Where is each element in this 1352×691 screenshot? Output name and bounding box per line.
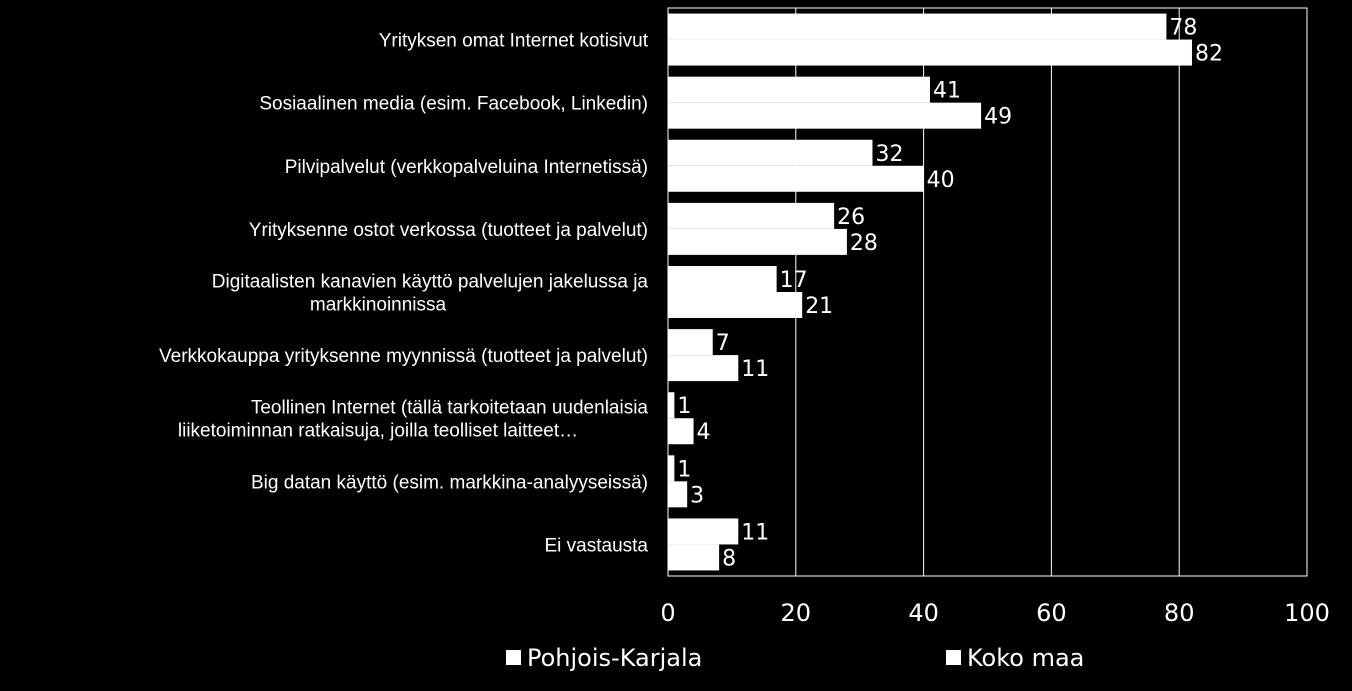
bar-value-label: 1 <box>677 457 691 482</box>
bar <box>668 13 1167 40</box>
legend-label-koko-maa: Koko maa <box>967 644 1084 672</box>
bar <box>668 418 694 445</box>
category-label: Pilvipalvelut (verkkopalveluina Internet… <box>285 157 648 178</box>
bar <box>668 329 713 356</box>
category-label: Ei vastausta <box>545 535 649 556</box>
category-label: Digitaalisten kanavien käyttö palvelujen… <box>212 272 649 293</box>
category-labels: Yrityksen omat Internet kotisivut Sosiaal… <box>159 31 649 557</box>
bar-value-label: 28 <box>850 231 878 256</box>
legend-label-pohjois-karjala: Pohjois-Karjala <box>527 644 702 672</box>
category-label: markkinoinnissa <box>310 295 447 316</box>
category-label: Verkkokauppa yrityksenne myynnissä (tuot… <box>159 346 648 367</box>
legend: Pohjois-Karjala Koko maa <box>506 644 1084 672</box>
category-label: Yrityksenne ostot verkossa (tuotteet ja … <box>249 220 648 241</box>
legend-marker-koko-maa <box>946 650 961 665</box>
bar-value-label: 4 <box>697 420 711 445</box>
bar <box>668 355 739 382</box>
bar <box>668 266 777 292</box>
bar <box>668 139 873 166</box>
bar <box>668 544 720 571</box>
category-label: Big datan käyttö (esim. markkina-analyys… <box>251 472 648 493</box>
bar-value-label: 17 <box>780 268 808 293</box>
x-tick-label: 0 <box>660 599 675 627</box>
legend-marker-pohjois-karjala <box>506 650 521 665</box>
bar-value-label: 78 <box>1169 16 1197 41</box>
bar-value-label: 26 <box>837 205 865 230</box>
bar-value-label: 41 <box>933 79 961 104</box>
bar-value-label: 21 <box>805 294 833 319</box>
bar-value-label: 7 <box>716 331 730 356</box>
bars <box>668 13 1192 571</box>
bar <box>668 392 675 419</box>
x-tick-label: 60 <box>1036 599 1067 627</box>
bar-value-label: 3 <box>690 483 704 508</box>
category-label: Sosiaalinen media (esim. Facebook, Linke… <box>259 94 648 115</box>
bar-value-label: 11 <box>741 357 769 382</box>
bar <box>668 165 924 192</box>
category-label: Teollinen Internet (tällä tarkoitetaan u… <box>251 398 649 419</box>
bar-value-label: 32 <box>875 142 903 167</box>
bar-value-label: 1 <box>677 394 691 419</box>
x-tick-label: 40 <box>908 599 939 627</box>
x-tick-label: 20 <box>781 599 812 627</box>
bar <box>668 481 688 508</box>
bar-value-label: 49 <box>984 105 1012 130</box>
bar <box>668 102 982 129</box>
bar <box>668 455 675 482</box>
x-tick-label: 80 <box>1164 599 1195 627</box>
x-tick-label: 100 <box>1284 599 1330 627</box>
category-label: liiketoiminnan ratkaisuja, joilla teolli… <box>178 421 578 442</box>
bar-value-label: 8 <box>722 546 736 571</box>
bar <box>668 76 930 103</box>
bar <box>668 39 1192 66</box>
bar-value-label: 11 <box>741 520 769 545</box>
bar <box>668 228 847 255</box>
bar-value-label: 40 <box>927 168 955 193</box>
category-label: Yrityksen omat Internet kotisivut <box>379 31 649 52</box>
bar-value-label: 82 <box>1195 42 1223 67</box>
x-axis-ticks: 0 20 40 60 80 100 <box>660 599 1330 627</box>
bar <box>668 202 835 229</box>
bar <box>668 518 739 545</box>
bar <box>668 292 803 318</box>
